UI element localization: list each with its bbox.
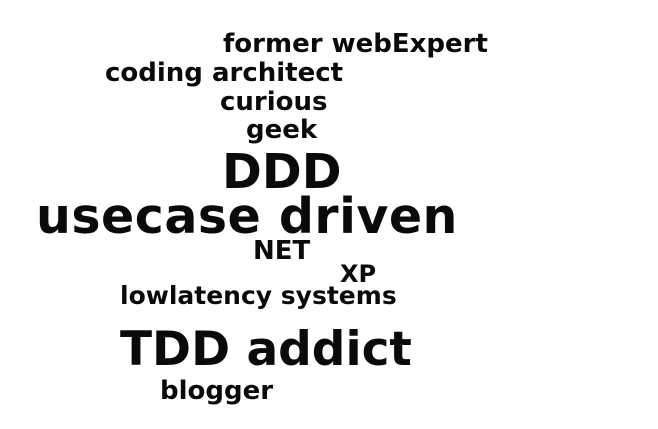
word-lowlatency-systems: lowlatency systems: [120, 281, 397, 310]
word-tdd-addict: TDD addict: [120, 322, 412, 377]
word-former-webexpert: former webExpert: [223, 29, 488, 59]
word-geek: geek: [246, 115, 318, 145]
word-curious: curious: [220, 87, 328, 117]
word-blogger: blogger: [160, 376, 274, 406]
word-usecase-driven: usecase driven: [36, 188, 458, 245]
word-xp: XP: [340, 260, 377, 288]
word-ddd: DDD: [222, 144, 342, 200]
word-coding-architect: coding architect: [105, 58, 344, 88]
word-net: NET: [253, 236, 311, 266]
